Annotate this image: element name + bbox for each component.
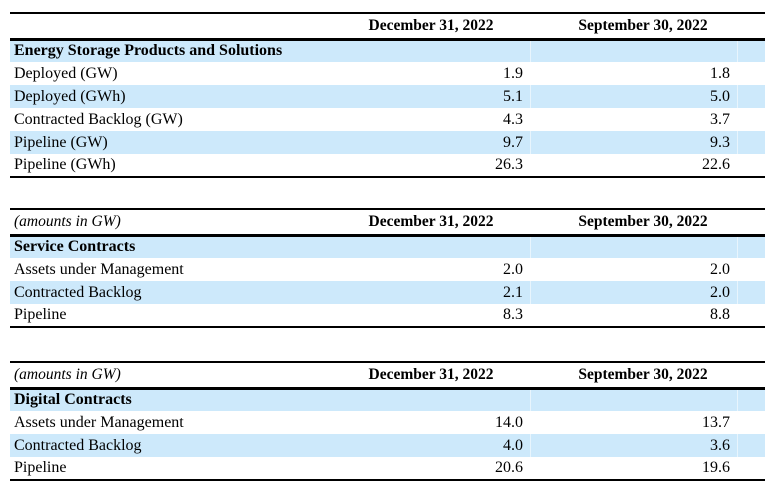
column-header-december: December 31, 2022	[350, 362, 530, 390]
table-row: Pipeline (GWh) 26.3 22.6	[10, 154, 765, 177]
row-label: Deployed (GW)	[14, 64, 118, 82]
energy-storage-table: December 31, 2022 September 30, 2022 Ene…	[10, 12, 765, 178]
row-label: Contracted Backlog (GW)	[14, 110, 183, 128]
value-dec: 2.1	[350, 281, 530, 304]
value-dec: 4.0	[350, 434, 530, 457]
service-contracts-table: (amounts in GW) December 31, 2022 Septem…	[10, 208, 765, 328]
value-dec: 5.1	[350, 85, 530, 108]
value-dec: 2.0	[503, 260, 523, 278]
table-row: Pipeline 8.3 8.8	[10, 304, 765, 327]
table-header-row: December 31, 2022 September 30, 2022	[10, 13, 765, 41]
value-sep: 2.0	[710, 260, 730, 278]
table-header-row: (amounts in GW) December 31, 2022 Septem…	[10, 209, 765, 237]
value-sep: 2.0	[567, 281, 737, 304]
row-label: Assets under Management	[14, 260, 184, 278]
value-dec: 20.6	[495, 459, 523, 477]
digital-contracts-table: (amounts in GW) December 31, 2022 Septem…	[10, 361, 765, 481]
table-row: Pipeline (GW) 9.7 9.3	[10, 131, 765, 154]
header-spacer	[737, 209, 765, 237]
value-dec: 1.9	[503, 64, 523, 82]
row-label: Pipeline (GWh)	[14, 156, 116, 174]
table-row: Deployed (GW) 1.9 1.8	[10, 62, 765, 85]
header-spacer	[737, 13, 765, 41]
column-header-september: September 30, 2022	[567, 209, 737, 237]
value-sep: 9.3	[567, 131, 737, 154]
section-title: Energy Storage Products and Solutions	[10, 39, 350, 62]
row-label: Deployed (GWh)	[10, 85, 350, 108]
value-sep: 22.6	[702, 156, 730, 174]
table-row: Contracted Backlog (GW) 4.3 3.7	[10, 108, 765, 131]
value-sep: 19.6	[702, 459, 730, 477]
corner-label: (amounts in GW)	[10, 209, 350, 237]
table-row: Contracted Backlog 4.0 3.6	[10, 434, 765, 457]
table-row: Pipeline 20.6 19.6	[10, 457, 765, 480]
header-spacer	[530, 13, 567, 41]
value-dec: 26.3	[495, 156, 523, 174]
section-header-row: Digital Contracts	[10, 388, 765, 411]
row-label: Pipeline (GW)	[10, 131, 350, 154]
table-row: Deployed (GWh) 5.1 5.0	[10, 85, 765, 108]
value-sep: 5.0	[567, 85, 737, 108]
value-sep: 13.7	[702, 413, 730, 431]
header-spacer	[530, 209, 567, 237]
column-header-september: September 30, 2022	[567, 13, 737, 41]
header-spacer	[737, 362, 765, 390]
section-header-row: Service Contracts	[10, 235, 765, 258]
value-sep: 8.8	[710, 306, 730, 324]
value-dec: 8.3	[503, 306, 523, 324]
row-label: Pipeline	[14, 459, 67, 477]
row-label: Pipeline	[14, 306, 67, 324]
column-header-september: September 30, 2022	[567, 362, 737, 390]
section-header-row: Energy Storage Products and Solutions	[10, 39, 765, 62]
value-sep: 1.8	[710, 64, 730, 82]
row-label: Contracted Backlog	[10, 281, 350, 304]
corner-label	[10, 13, 350, 41]
value-sep: 3.6	[567, 434, 737, 457]
table-row: Assets under Management 14.0 13.7	[10, 411, 765, 434]
column-header-december: December 31, 2022	[350, 13, 530, 41]
value-sep: 3.7	[710, 110, 730, 128]
section-title: Digital Contracts	[10, 388, 350, 411]
section-title: Service Contracts	[10, 235, 350, 258]
value-dec: 4.3	[503, 110, 523, 128]
header-spacer	[530, 362, 567, 390]
column-header-december: December 31, 2022	[350, 209, 530, 237]
table-row: Contracted Backlog 2.1 2.0	[10, 281, 765, 304]
row-label: Assets under Management	[14, 413, 184, 431]
table-header-row: (amounts in GW) December 31, 2022 Septem…	[10, 362, 765, 390]
corner-label: (amounts in GW)	[10, 362, 350, 390]
table-row: Assets under Management 2.0 2.0	[10, 258, 765, 281]
value-dec: 14.0	[495, 413, 523, 431]
row-label: Contracted Backlog	[10, 434, 350, 457]
value-dec: 9.7	[350, 131, 530, 154]
